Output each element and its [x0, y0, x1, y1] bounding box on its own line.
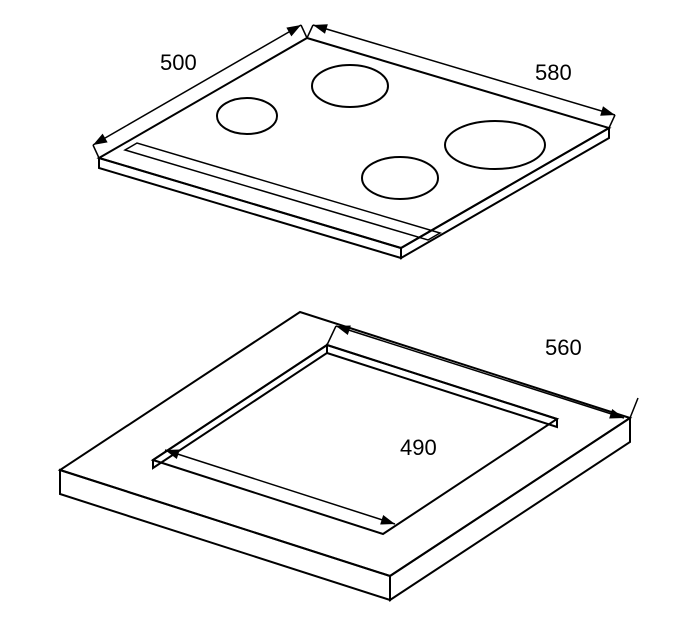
hob-dimensions: 500 580	[93, 24, 615, 158]
burner-1	[217, 98, 277, 134]
cooktop-dimension-diagram: 500 580 560 490	[0, 0, 680, 630]
burner-4	[445, 121, 545, 169]
burner-2	[312, 65, 388, 107]
dim-label-490: 490	[400, 435, 437, 460]
burner-3	[362, 157, 438, 199]
dim-label-560: 560	[545, 335, 582, 360]
dim-label-500: 500	[160, 50, 197, 75]
dim-label-580: 580	[535, 60, 572, 85]
